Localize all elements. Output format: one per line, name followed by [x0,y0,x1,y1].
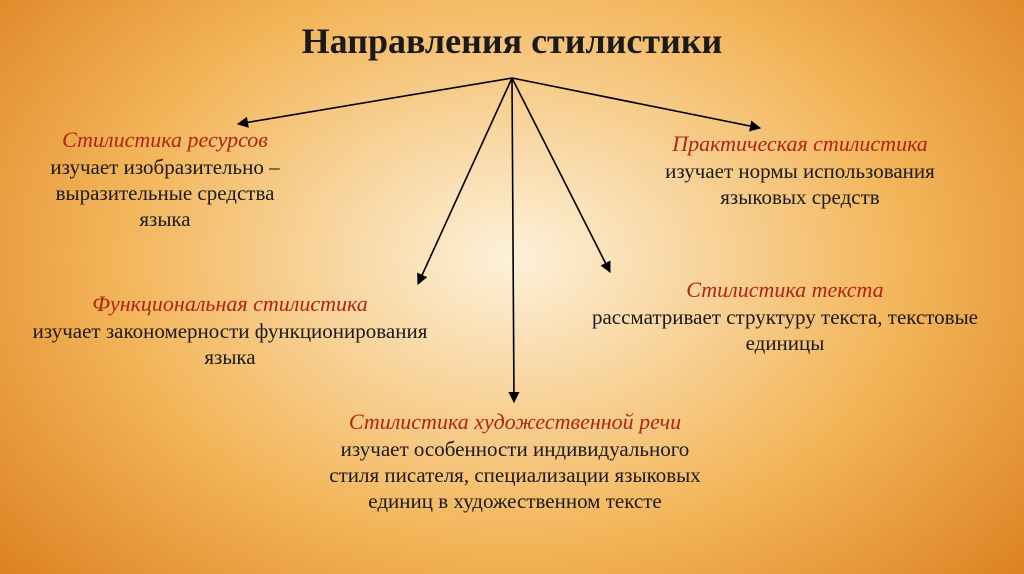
branch-resources: Стилистика ресурсовизучает изобразительн… [10,126,320,232]
branch-term: Стилистика художественной речи [260,408,770,436]
branch-term: Функциональная стилистика [10,290,450,318]
branch-term: Стилистика текста [560,276,1010,304]
branch-practical: Практическая стилистикаизучает нормы исп… [600,130,1000,210]
branch-term: Практическая стилистика [600,130,1000,158]
branch-desc: изучает нормы использованияязыковых сред… [600,158,1000,211]
branch-functional: Функциональная стилистикаизучает законом… [10,290,450,370]
slide-title: Направления стилистики [0,20,1024,62]
branch-term: Стилистика ресурсов [10,126,320,154]
branch-desc: рассматривает структуру текста, текстовы… [560,304,1010,357]
branch-desc: изучает закономерности функционированияя… [10,318,450,371]
branch-desc: изучает особенности индивидуальногостиля… [260,436,770,515]
branch-artistic: Стилистика художественной речиизучает ос… [260,408,770,514]
branch-text: Стилистика текстарассматривает структуру… [560,276,1010,356]
branch-desc: изучает изобразительно –выразительные ср… [10,154,320,233]
